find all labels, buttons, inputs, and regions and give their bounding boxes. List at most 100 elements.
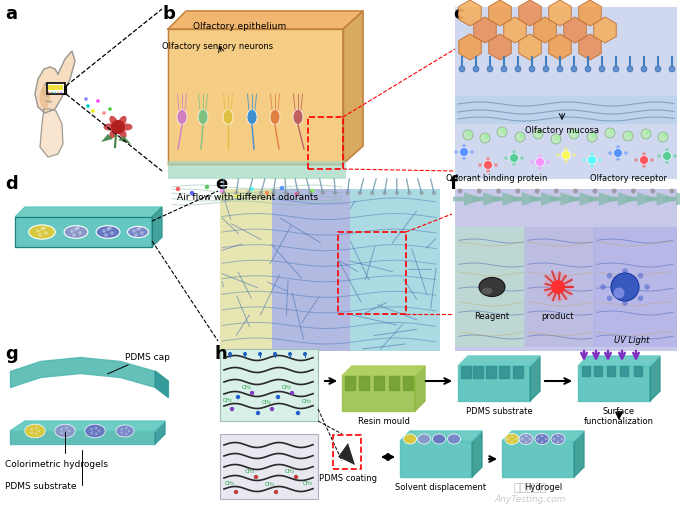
Circle shape (303, 352, 307, 356)
Circle shape (106, 228, 109, 232)
Circle shape (494, 164, 498, 167)
FancyArrow shape (511, 193, 542, 206)
Text: CH₂: CH₂ (242, 385, 252, 390)
Circle shape (230, 407, 234, 411)
Circle shape (310, 189, 314, 194)
Polygon shape (374, 376, 384, 390)
Circle shape (120, 432, 123, 434)
Polygon shape (534, 18, 556, 44)
Circle shape (551, 280, 565, 294)
Circle shape (638, 273, 643, 279)
Text: Olfactory epithelium: Olfactory epithelium (193, 22, 287, 31)
Circle shape (459, 67, 465, 73)
Polygon shape (579, 1, 601, 27)
Text: product: product (542, 312, 574, 320)
Ellipse shape (403, 434, 416, 444)
FancyArrow shape (453, 193, 484, 206)
Circle shape (588, 156, 596, 165)
Text: Olfactory mucosa: Olfactory mucosa (525, 126, 599, 135)
Circle shape (138, 227, 142, 231)
Circle shape (38, 234, 41, 237)
Circle shape (61, 428, 63, 431)
Circle shape (538, 167, 542, 171)
Text: Surface
functionalization: Surface functionalization (584, 406, 654, 426)
FancyArrow shape (646, 193, 677, 206)
Text: CH₃: CH₃ (285, 469, 295, 473)
Circle shape (57, 92, 59, 94)
Text: PDMS coating: PDMS coating (319, 473, 377, 482)
Circle shape (31, 432, 33, 434)
Text: PDMS cap: PDMS cap (107, 352, 170, 374)
Text: b: b (163, 5, 176, 23)
Polygon shape (101, 135, 113, 143)
Ellipse shape (85, 425, 105, 438)
Circle shape (258, 352, 262, 356)
Polygon shape (607, 366, 615, 376)
Circle shape (533, 130, 543, 140)
Ellipse shape (479, 278, 505, 297)
Ellipse shape (551, 434, 565, 445)
Circle shape (176, 187, 180, 192)
Circle shape (102, 230, 106, 233)
Circle shape (571, 67, 577, 73)
Circle shape (511, 441, 513, 444)
Bar (593, 228, 677, 347)
Circle shape (639, 156, 649, 165)
Circle shape (524, 441, 528, 444)
Circle shape (288, 352, 292, 356)
Polygon shape (152, 208, 162, 247)
Ellipse shape (103, 124, 114, 131)
Polygon shape (578, 356, 660, 366)
FancyArrow shape (607, 193, 639, 206)
Circle shape (611, 273, 639, 301)
Circle shape (40, 228, 44, 232)
Circle shape (642, 153, 646, 156)
Circle shape (190, 191, 194, 196)
Polygon shape (461, 366, 471, 378)
Circle shape (477, 189, 481, 194)
Polygon shape (40, 86, 50, 110)
Polygon shape (513, 366, 523, 378)
Polygon shape (578, 366, 650, 401)
Bar (455, 97, 677, 125)
Polygon shape (473, 366, 483, 378)
Circle shape (125, 427, 128, 430)
Circle shape (622, 269, 628, 274)
Circle shape (234, 490, 238, 494)
Circle shape (515, 67, 521, 73)
Circle shape (90, 432, 93, 434)
Circle shape (616, 146, 619, 150)
Circle shape (634, 159, 638, 162)
Circle shape (462, 145, 466, 149)
Circle shape (631, 189, 636, 194)
Circle shape (270, 407, 274, 411)
Polygon shape (458, 356, 540, 366)
Circle shape (48, 92, 50, 94)
Circle shape (345, 191, 350, 196)
Circle shape (68, 430, 70, 433)
Circle shape (432, 191, 436, 196)
Circle shape (528, 438, 532, 441)
Ellipse shape (519, 434, 533, 445)
Polygon shape (519, 1, 541, 27)
Polygon shape (486, 366, 496, 378)
Bar (220, 190, 440, 351)
Circle shape (250, 187, 254, 192)
Polygon shape (155, 421, 165, 444)
FancyArrow shape (549, 193, 581, 206)
Ellipse shape (24, 425, 45, 438)
FancyArrow shape (568, 193, 600, 206)
Circle shape (551, 135, 561, 145)
Bar (333, 435, 361, 469)
Ellipse shape (118, 129, 126, 139)
Circle shape (642, 165, 646, 168)
Ellipse shape (64, 226, 88, 239)
Ellipse shape (177, 110, 187, 125)
Polygon shape (389, 376, 399, 390)
Circle shape (462, 157, 466, 160)
Circle shape (515, 133, 525, 143)
Circle shape (95, 433, 98, 435)
Ellipse shape (128, 227, 148, 238)
Ellipse shape (109, 129, 118, 139)
FancyArrow shape (473, 193, 503, 206)
